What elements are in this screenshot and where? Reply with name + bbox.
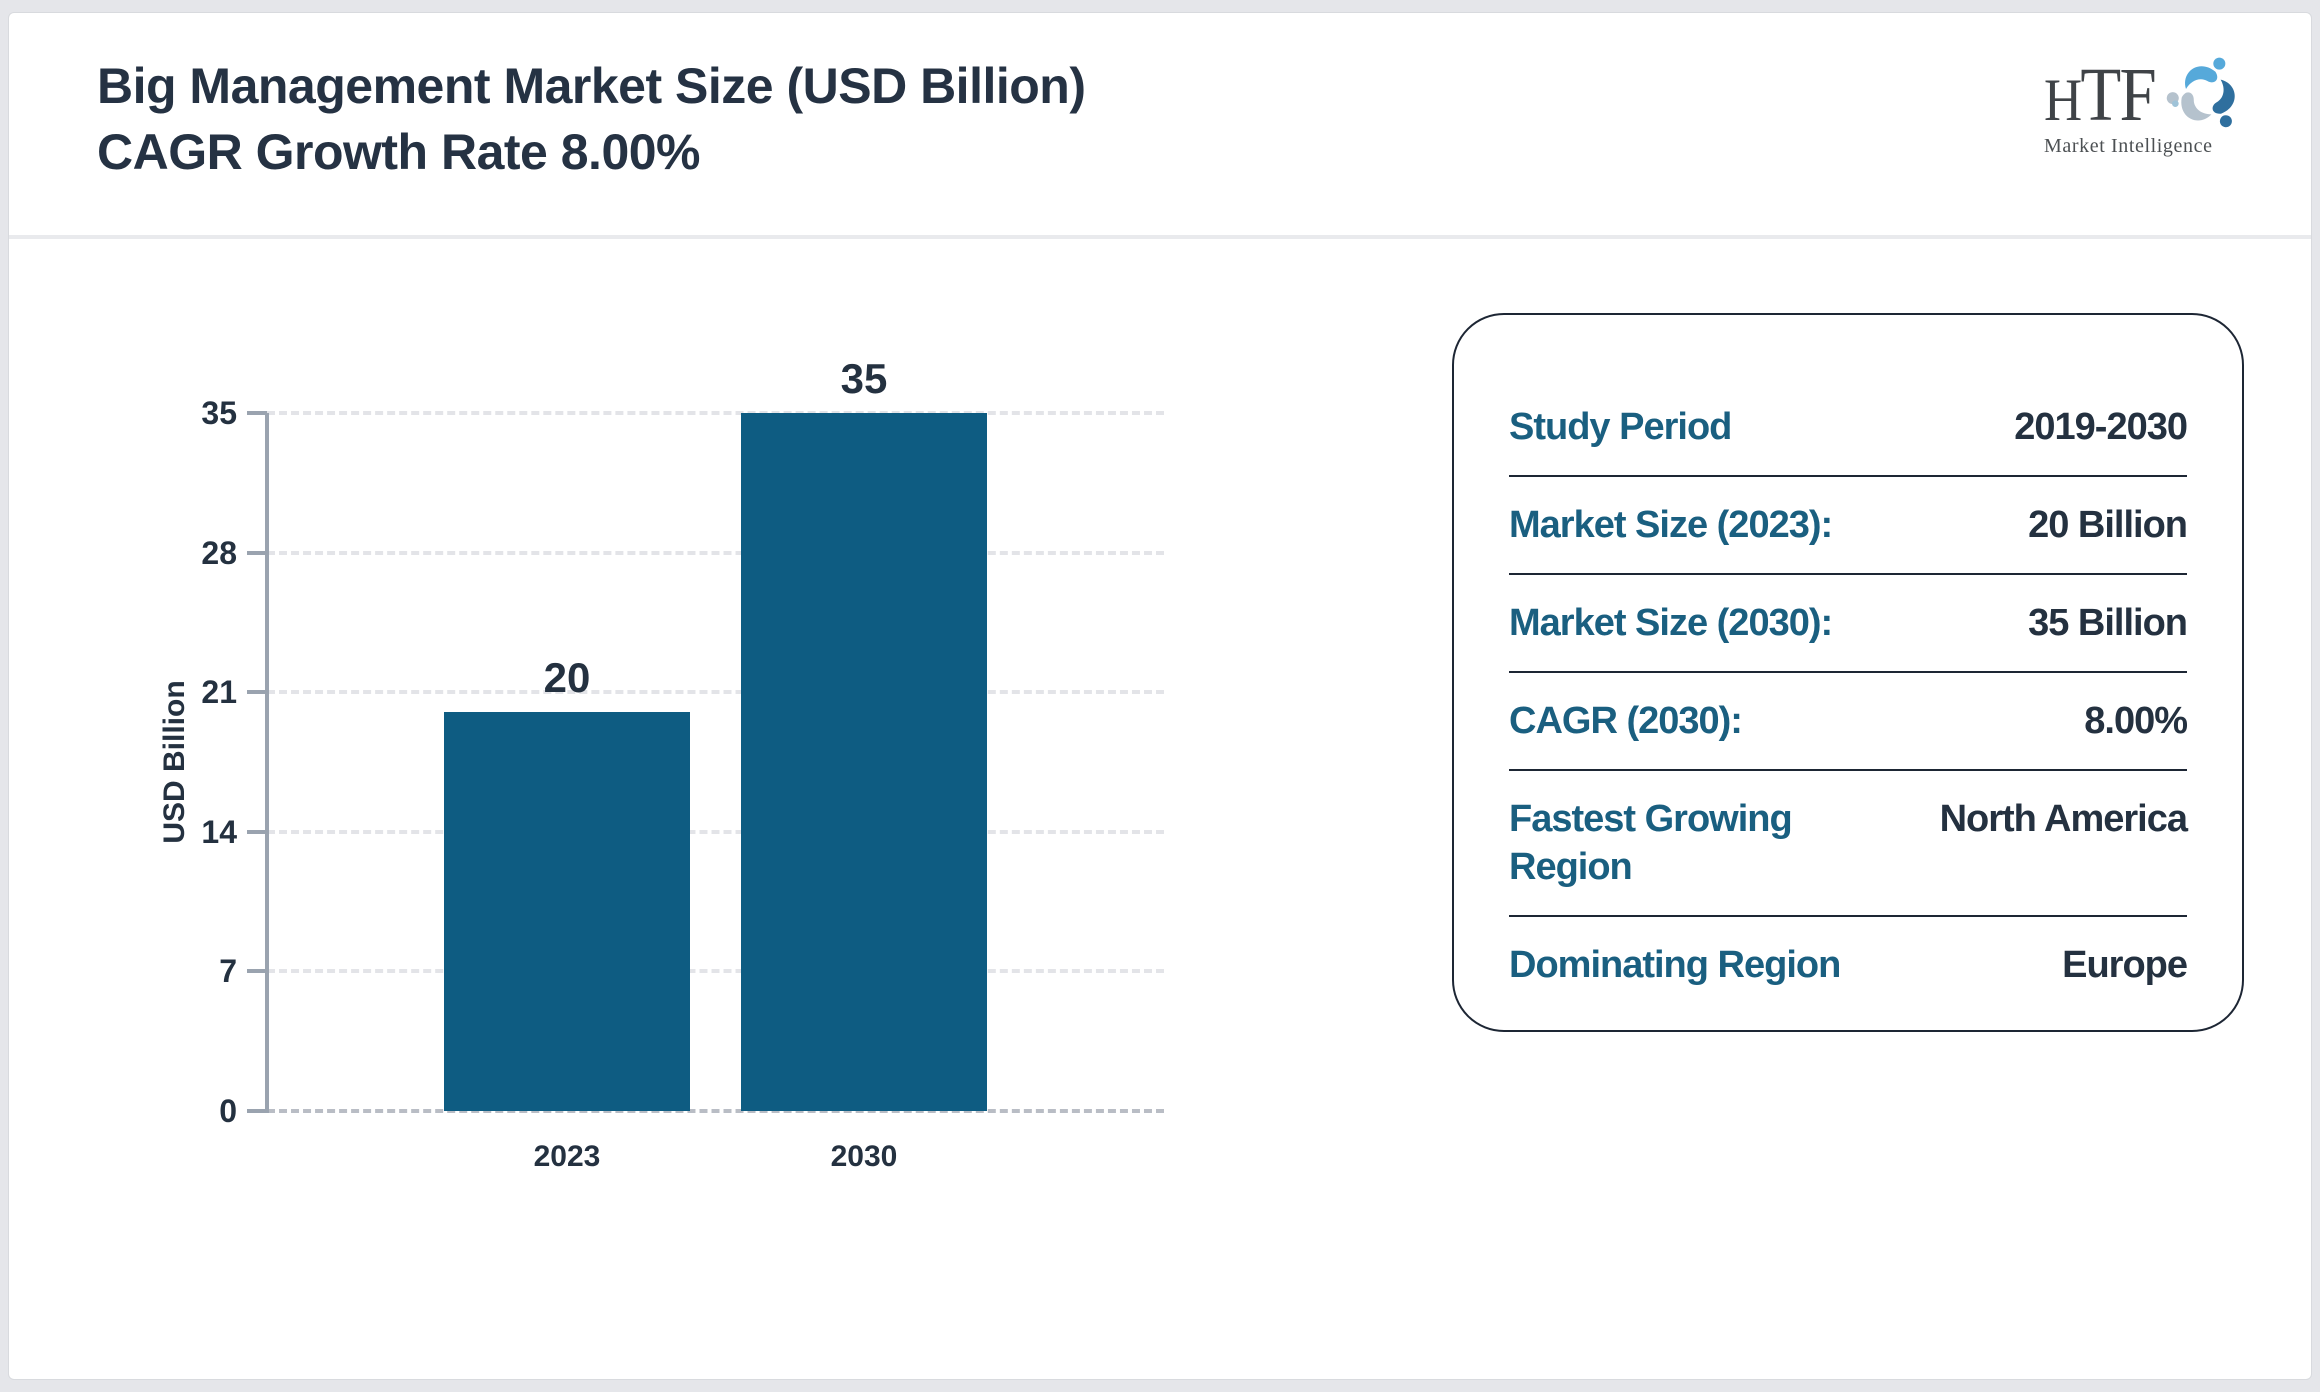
y-tick-mark-35	[247, 411, 267, 415]
y-tick-label-0: 0	[219, 1093, 237, 1129]
header-divider	[9, 235, 2311, 239]
htf-logo-subtext: Market Intelligence	[2044, 135, 2213, 157]
bar-2030	[741, 413, 987, 1111]
htf-logo: HTF Market Intelligence	[2044, 53, 2259, 158]
y-tick-mark-0	[247, 1109, 267, 1113]
info-panel-value-1: 2019-2030	[2014, 406, 2188, 448]
info-panel-label-2: Market Size (2023):	[1509, 504, 1833, 546]
info-panel-label-6: Dominating Region	[1509, 944, 1841, 986]
htf-logo-row: HTF	[2044, 53, 2259, 133]
gridline-y14	[267, 829, 1164, 834]
x-category-label-2030: 2030	[830, 1140, 898, 1173]
y-tick-mark-14	[247, 829, 267, 834]
info-panel-value-5: North America	[1939, 798, 2188, 840]
gridline-y21	[267, 690, 1164, 695]
bar-value-label-2030: 35	[840, 355, 888, 402]
info-panel-label-3: Market Size (2030):	[1509, 602, 1833, 644]
info-panel-value-4: 8.00%	[2084, 700, 2188, 742]
y-tick-label-35: 35	[201, 395, 237, 431]
bar-2023	[444, 712, 690, 1111]
info-panel-row-1: Study Period 2019-2030	[1509, 379, 2188, 477]
htf-swirl-icon	[2166, 57, 2235, 128]
info-panel-row-2: Market Size (2023): 20 Billion	[1509, 477, 2188, 575]
page-title-line2: CAGR Growth Rate 8.00%	[97, 124, 701, 180]
y-tick-label-21: 21	[201, 674, 237, 711]
y-tick-label-28: 28	[201, 534, 237, 571]
bar-chart: 0 7 14 21 28 35 20 2023 35 2030 USD Billion	[9, 13, 2311, 1379]
info-panel-value-6: Europe	[2062, 944, 2188, 986]
info-panel-label-1: Study Period	[1509, 406, 1732, 448]
bar-value-label-2023: 20	[543, 654, 591, 702]
info-panel-row-4: CAGR (2030): 8.00%	[1509, 673, 2188, 771]
y-tick-mark-28	[247, 550, 267, 555]
htf-logo-letters: HTF	[2044, 53, 2157, 137]
info-panel-value-3: 35 Billion	[2028, 602, 2188, 644]
info-panel-row-5: Fastest Growing Region North America	[1509, 771, 2188, 917]
page-title-line1: Big Management Market Size (USD Billion)	[97, 58, 1086, 114]
gridline-y7	[267, 969, 1164, 974]
info-panel-label-5: Fastest Growing Region	[1509, 798, 1793, 888]
x-category-label-2023: 2023	[533, 1140, 601, 1173]
y-axis-line	[265, 413, 269, 1113]
y-axis-title: USD Billion	[158, 680, 191, 844]
info-panel-value-2: 20 Billion	[2028, 504, 2188, 546]
gridline-y35	[267, 411, 1164, 415]
y-tick-mark-21	[247, 690, 267, 695]
y-tick-mark-7	[247, 969, 267, 974]
y-tick-label-7: 7	[219, 953, 237, 990]
info-panel-label-4: CAGR (2030):	[1509, 700, 1743, 742]
y-tick-label-14: 14	[201, 813, 237, 850]
info-panel-row-6: Dominating Region Europe	[1509, 917, 2188, 1013]
info-panel-row-3: Market Size (2030): 35 Billion	[1509, 575, 2188, 673]
page-title: Big Management Market Size (USD Billion)…	[97, 53, 1086, 185]
report-card: Big Management Market Size (USD Billion)…	[8, 12, 2312, 1380]
info-panel: Study Period 2019-2030 Market Size (2023):…	[1452, 313, 2244, 1032]
gridline-y28	[267, 550, 1164, 555]
x-axis-baseline	[267, 1109, 1164, 1113]
